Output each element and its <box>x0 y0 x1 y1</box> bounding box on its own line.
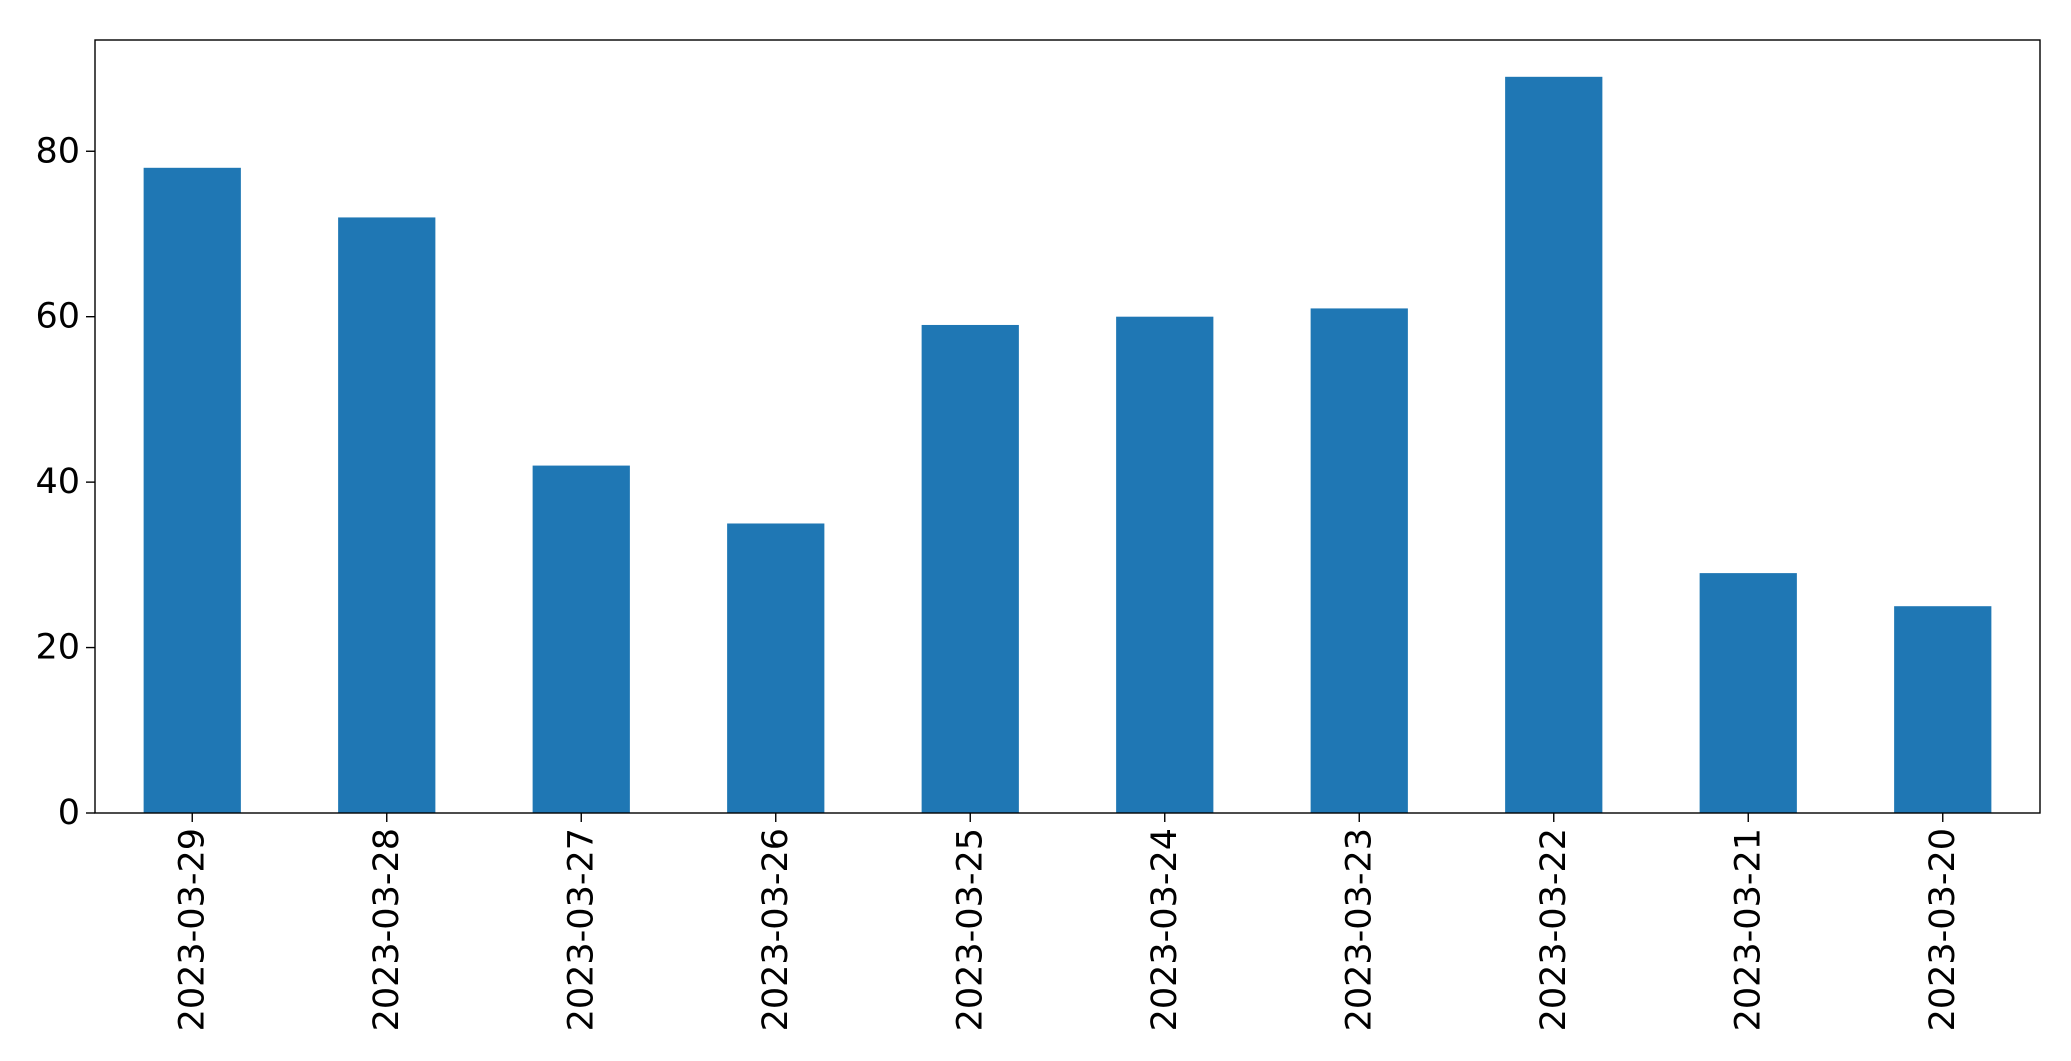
x-tick-label-2023-03-29: 2023-03-29 <box>172 828 212 1031</box>
x-tick-label-2023-03-26: 2023-03-26 <box>756 828 796 1031</box>
bar-2023-03-23 <box>1310 308 1408 813</box>
x-tick-label-2023-03-21: 2023-03-21 <box>1728 828 1768 1031</box>
bar-2023-03-28 <box>338 217 436 813</box>
bar-2023-03-25 <box>921 324 1019 813</box>
bar-2023-03-26 <box>727 523 825 813</box>
y-tick-label: 60 <box>35 297 80 337</box>
y-tick-label: 80 <box>35 131 80 171</box>
bar-2023-03-27 <box>532 465 630 813</box>
y-tick-label: 20 <box>35 628 80 668</box>
x-tick-label-2023-03-27: 2023-03-27 <box>561 828 601 1031</box>
bar-2023-03-22 <box>1505 76 1603 814</box>
bar-2023-03-29 <box>143 167 241 813</box>
x-axis: 2023-03-29 2023-03-28 2023-03-27 2023-03-26… <box>172 813 1963 1031</box>
y-tick-label: 40 <box>35 462 80 502</box>
bar-2023-03-20 <box>1894 606 1992 813</box>
x-tick-label-2023-03-28: 2023-03-28 <box>367 828 407 1031</box>
bar-2023-03-21 <box>1699 573 1797 813</box>
x-tick-label-2023-03-25: 2023-03-25 <box>950 828 990 1031</box>
bars <box>143 76 1992 814</box>
x-tick-label-2023-03-23: 2023-03-23 <box>1339 828 1379 1031</box>
bar-2023-03-24 <box>1116 316 1214 813</box>
y-axis: 0 20 40 60 80 <box>35 131 95 833</box>
y-tick-label: 0 <box>58 793 80 833</box>
x-tick-label-2023-03-22: 2023-03-22 <box>1534 828 1574 1031</box>
axes-frame <box>94 39 2041 814</box>
x-tick-label-2023-03-20: 2023-03-20 <box>1923 828 1963 1031</box>
x-tick-label-2023-03-24: 2023-03-24 <box>1145 828 1185 1031</box>
